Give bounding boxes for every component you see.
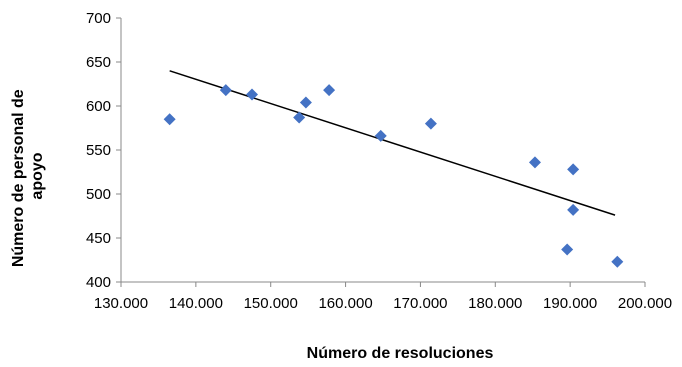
y-axis-ticks: 400 450 500 550 600 650 700 (86, 10, 121, 291)
x-tick-label: 140.000 (169, 295, 223, 312)
trendline (169, 70, 616, 216)
y-tick-label: 500 (86, 186, 111, 203)
y-tick-label: 600 (86, 98, 111, 115)
data-point-diamond (323, 84, 336, 97)
x-tick-label: 130.000 (94, 295, 148, 312)
data-point-diamond (293, 111, 306, 124)
data-point-diamond (374, 129, 387, 142)
y-tick-label: 450 (86, 230, 111, 247)
data-point-diamond (219, 84, 232, 97)
data-point-diamond (528, 156, 541, 169)
x-axis-ticks: 130.000 140.000 150.000 160.000 170.000 180.0… (94, 282, 672, 312)
x-tick-label: 190.000 (543, 295, 597, 312)
data-point-diamond (567, 163, 580, 176)
x-tick-label: 170.000 (393, 295, 447, 312)
y-axis-title: Número de personal de apoyo (10, 85, 46, 267)
trendline-group (169, 70, 616, 216)
data-point-diamond (561, 243, 574, 256)
x-tick-label: 160.000 (318, 295, 372, 312)
y-tick-label: 650 (86, 54, 111, 71)
data-point-diamond (246, 88, 258, 101)
x-tick-label: 180.000 (468, 295, 522, 312)
data-point-diamond (299, 96, 312, 109)
y-axis-title-line-2: apoyo (29, 152, 46, 199)
x-tick-label: 200.000 (618, 295, 672, 312)
data-point-diamond (424, 117, 437, 130)
x-axis-title: Número de resoluciones (307, 345, 494, 362)
data-points (163, 84, 624, 268)
y-tick-label: 550 (86, 142, 111, 159)
x-tick-label: 150.000 (244, 295, 298, 312)
y-tick-label: 400 (86, 274, 111, 291)
y-axis-title-line-1: Número de personal de (10, 89, 27, 267)
y-tick-label: 700 (86, 10, 111, 27)
data-point-diamond (567, 203, 580, 216)
data-point-diamond (611, 255, 624, 268)
axes (120, 18, 645, 283)
data-point-diamond (163, 113, 176, 126)
